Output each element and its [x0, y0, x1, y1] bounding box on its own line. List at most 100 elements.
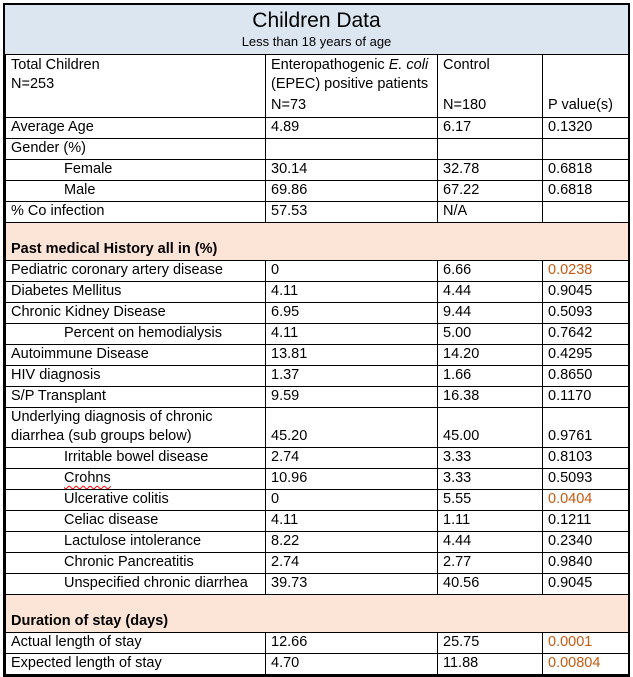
- table-title: Children Data: [252, 9, 381, 32]
- row-label-text: Male: [64, 182, 96, 198]
- column-header-row: Total Children N=253 Enteropathogenic E.…: [5, 54, 629, 118]
- p-value: 0.5093: [542, 302, 629, 324]
- p-value: 0.5093: [542, 468, 629, 490]
- total-children-n: N=253: [11, 76, 55, 92]
- p-value: 0.1211: [542, 510, 629, 532]
- table-row: Diabetes Mellitus 4.11 4.44 0.9045: [5, 281, 629, 303]
- epec-value: 4.11: [265, 323, 438, 345]
- row-label: S/P Transplant: [5, 386, 266, 408]
- ecoli-italic: E. coli: [388, 57, 429, 73]
- section-row: Duration of stay (days): [5, 594, 629, 633]
- section-header: Duration of stay (days): [5, 594, 629, 633]
- row-label-text: Gender (%): [11, 140, 86, 156]
- row-label-text: Celiac disease: [64, 512, 159, 528]
- row-label: Expected length of stay: [5, 653, 266, 675]
- control-n: N=180: [443, 97, 487, 113]
- p-value: 0.00804: [542, 653, 629, 675]
- control-value: [437, 138, 543, 160]
- control-value: 40.56: [437, 573, 543, 595]
- col-header-pvalue: P value(s): [542, 54, 629, 118]
- p-value: [542, 201, 629, 223]
- p-value: 0.9761: [542, 407, 629, 448]
- epec-value: 4.11: [265, 510, 438, 532]
- col-header-total-children: Total Children N=253: [5, 54, 266, 118]
- table-row: S/P Transplant 9.59 16.38 0.1170: [5, 386, 629, 408]
- p-value: 0.6818: [542, 159, 629, 181]
- table-row: Chronic Kidney Disease 6.95 9.44 0.5093: [5, 302, 629, 324]
- p-value: [542, 138, 629, 160]
- row-label-text: Chronic Kidney Disease: [11, 304, 166, 320]
- control-value: 6.17: [437, 117, 543, 139]
- row-label: Male: [5, 180, 266, 202]
- table-row: Irritable bowel disease 2.74 3.33 0.8103: [5, 447, 629, 469]
- epec-label: Enteropathogenic E. coli (EPEC) positive…: [271, 57, 429, 92]
- row-label-text: Average Age: [11, 119, 94, 135]
- table-row: Male 69.86 67.22 0.6818: [5, 180, 629, 202]
- control-value: 5.00: [437, 323, 543, 345]
- table-row: HIV diagnosis 1.37 1.66 0.8650: [5, 365, 629, 387]
- data-table: Total Children N=253 Enteropathogenic E.…: [5, 54, 629, 675]
- epec-value: 4.70: [265, 653, 438, 675]
- row-label-text: % Co infection: [11, 203, 105, 219]
- epec-value: 57.53: [265, 201, 438, 223]
- p-value: 0.2340: [542, 531, 629, 553]
- control-value: 14.20: [437, 344, 543, 366]
- table-title-block: Children Data Less than 18 years of age: [5, 5, 628, 54]
- table-row: Lactulose intolerance 8.22 4.44 0.2340: [5, 531, 629, 553]
- col-header-epec: Enteropathogenic E. coli (EPEC) positive…: [265, 54, 438, 118]
- control-value: 1.66: [437, 365, 543, 387]
- p-value: 0.9045: [542, 573, 629, 595]
- control-value: 9.44: [437, 302, 543, 324]
- row-label-text: Actual length of stay: [11, 634, 142, 650]
- row-label: Ulcerative colitis: [5, 489, 266, 511]
- row-label-text: Underlying diagnosis of chronic diarrhea…: [11, 409, 213, 444]
- p-value: 0.6818: [542, 180, 629, 202]
- table-row: Autoimmune Disease 13.81 14.20 0.4295: [5, 344, 629, 366]
- epec-value: 69.86: [265, 180, 438, 202]
- row-label-text: Chronic Pancreatitis: [64, 554, 194, 570]
- table-row: Gender (%): [5, 138, 629, 160]
- table-row: Crohns 10.96 3.33 0.5093: [5, 468, 629, 490]
- table-row: Average Age 4.89 6.17 0.1320: [5, 117, 629, 139]
- row-label: Chronic Kidney Disease: [5, 302, 266, 324]
- control-label: Control: [443, 57, 490, 73]
- row-label: Diabetes Mellitus: [5, 281, 266, 303]
- row-label-text: Crohns: [64, 470, 111, 486]
- control-value: N/A: [437, 201, 543, 223]
- epec-value: [265, 138, 438, 160]
- row-label-text: Irritable bowel disease: [64, 449, 209, 465]
- row-label-text: Female: [64, 161, 113, 177]
- row-label-text: Expected length of stay: [11, 655, 162, 671]
- control-value: 32.78: [437, 159, 543, 181]
- table-row: Celiac disease 4.11 1.11 0.1211: [5, 510, 629, 532]
- total-children-label: Total Children: [11, 57, 100, 73]
- row-label: Crohns: [5, 468, 266, 490]
- epec-n: N=73: [271, 97, 307, 113]
- row-label-text: Diabetes Mellitus: [11, 283, 122, 299]
- table-row: Percent on hemodialysis 4.11 5.00 0.7642: [5, 323, 629, 345]
- row-label-text: Pediatric coronary artery disease: [11, 262, 223, 278]
- epec-value: 8.22: [265, 531, 438, 553]
- table-subtitle: Less than 18 years of age: [241, 34, 392, 49]
- control-value: 4.44: [437, 531, 543, 553]
- row-label-text: Percent on hemodialysis: [64, 325, 222, 341]
- epec-value: 0: [265, 489, 438, 511]
- p-value: 0.0404: [542, 489, 629, 511]
- epec-value: 4.11: [265, 281, 438, 303]
- row-label: Underlying diagnosis of chronic diarrhea…: [5, 407, 266, 448]
- row-label: Autoimmune Disease: [5, 344, 266, 366]
- table-row: Ulcerative colitis 0 5.55 0.0404: [5, 489, 629, 511]
- section-header: Past medical History all in (%): [5, 222, 629, 261]
- p-value: 0.4295: [542, 344, 629, 366]
- p-value: 0.9045: [542, 281, 629, 303]
- section-row: Past medical History all in (%): [5, 222, 629, 261]
- epec-value: 13.81: [265, 344, 438, 366]
- row-label: % Co infection: [5, 201, 266, 223]
- table-row: Actual length of stay 12.66 25.75 0.0001: [5, 632, 629, 654]
- p-value: 0.9840: [542, 552, 629, 574]
- control-value: 25.75: [437, 632, 543, 654]
- control-value: 3.33: [437, 468, 543, 490]
- control-value: 4.44: [437, 281, 543, 303]
- control-value: 2.77: [437, 552, 543, 574]
- epec-value: 39.73: [265, 573, 438, 595]
